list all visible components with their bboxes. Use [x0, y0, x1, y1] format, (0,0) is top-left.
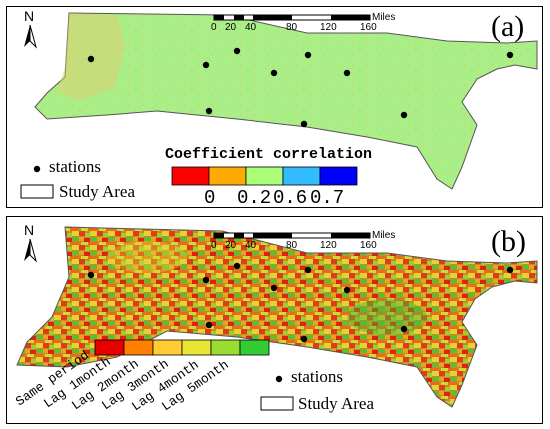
study-area-legend-box — [260, 396, 294, 411]
study-area-legend-label: Study Area — [298, 394, 375, 413]
station — [343, 69, 351, 77]
scale-tick: 0 — [211, 22, 217, 33]
scale-tick: 160 — [360, 22, 377, 33]
station — [205, 107, 213, 115]
scale-tick: 40 — [245, 22, 257, 33]
scale-tick: 40 — [245, 240, 257, 251]
scale-ticks-b: 0 20 40 80 120 160 — [7, 240, 544, 254]
stations-a — [87, 47, 514, 128]
station — [343, 286, 351, 294]
legend-tick: 0 — [204, 187, 216, 209]
station — [270, 69, 278, 77]
station — [506, 266, 514, 274]
north-label: N — [24, 222, 35, 238]
scale-tick: 120 — [320, 22, 337, 33]
legend-tick: 0.7 — [310, 187, 345, 209]
station — [300, 120, 308, 128]
north-arrow-icon — [24, 24, 37, 49]
scale-bar-b — [213, 232, 371, 239]
stations-b — [87, 262, 514, 343]
scale-tick: 80 — [286, 240, 298, 251]
map-canvas-a — [20, 12, 538, 199]
legend-tick: 0.6 — [273, 187, 308, 209]
scale-tick: 160 — [360, 240, 377, 251]
station — [87, 55, 95, 63]
station — [205, 321, 213, 329]
legend-swatch — [239, 339, 270, 356]
scale-tick: 0 — [211, 240, 217, 251]
scale-tick: 20 — [225, 240, 237, 251]
study-area-polygon — [16, 226, 538, 408]
coefficient-color-bar — [171, 166, 358, 186]
lag-color-bar — [94, 339, 270, 356]
green-patch — [107, 241, 187, 273]
study-area-legend-box — [20, 184, 54, 199]
panel-label-a: (a) — [491, 10, 525, 43]
study-area-legend-label: Study Area — [59, 182, 136, 201]
station — [304, 266, 312, 274]
station — [87, 271, 95, 279]
station — [400, 111, 408, 119]
stations-legend-label: stations — [49, 157, 101, 176]
station — [304, 51, 312, 59]
station — [270, 284, 278, 292]
study-area-polygon — [34, 12, 538, 190]
legend-swatch — [208, 166, 247, 186]
scale-tick: 20 — [225, 22, 237, 33]
station — [233, 262, 241, 270]
stations-legend-label: stations — [291, 367, 343, 386]
green-patch — [347, 299, 427, 335]
north-label: N — [24, 8, 35, 24]
station — [300, 335, 308, 343]
lag-category-labels: Same period Lag 1month Lag 2month Lag 3m… — [7, 217, 544, 425]
legend-title: Coefficient correlation — [165, 146, 373, 163]
station — [202, 276, 210, 284]
map-panel-a: 0 20 40 80 120 160 Miles (a) N stations … — [6, 6, 544, 209]
scale-tick: 120 — [320, 240, 337, 251]
stations-legend-dot — [275, 375, 283, 383]
scale-bar-a — [213, 14, 371, 21]
scale-unit: Miles — [372, 230, 396, 241]
station — [400, 325, 408, 333]
map-canvas-b — [16, 226, 538, 411]
legend-swatch — [319, 166, 358, 186]
legend-tick: 0.2 — [237, 187, 272, 209]
station — [233, 47, 241, 55]
legend-swatch — [245, 166, 284, 186]
stations-legend-dot — [33, 165, 41, 173]
scale-ticks-a: 0 20 40 80 120 160 — [7, 22, 544, 36]
station — [506, 51, 514, 59]
legend-swatch — [282, 166, 321, 186]
map-panel-b: 0 20 40 80 120 160 Miles (b) N Same peri… — [6, 216, 543, 424]
panel-label-b: (b) — [491, 225, 526, 258]
scale-unit: Miles — [372, 12, 396, 23]
legend-swatch — [171, 166, 210, 186]
station — [202, 61, 210, 69]
scale-tick: 80 — [286, 22, 298, 33]
north-arrow-icon — [24, 238, 37, 263]
